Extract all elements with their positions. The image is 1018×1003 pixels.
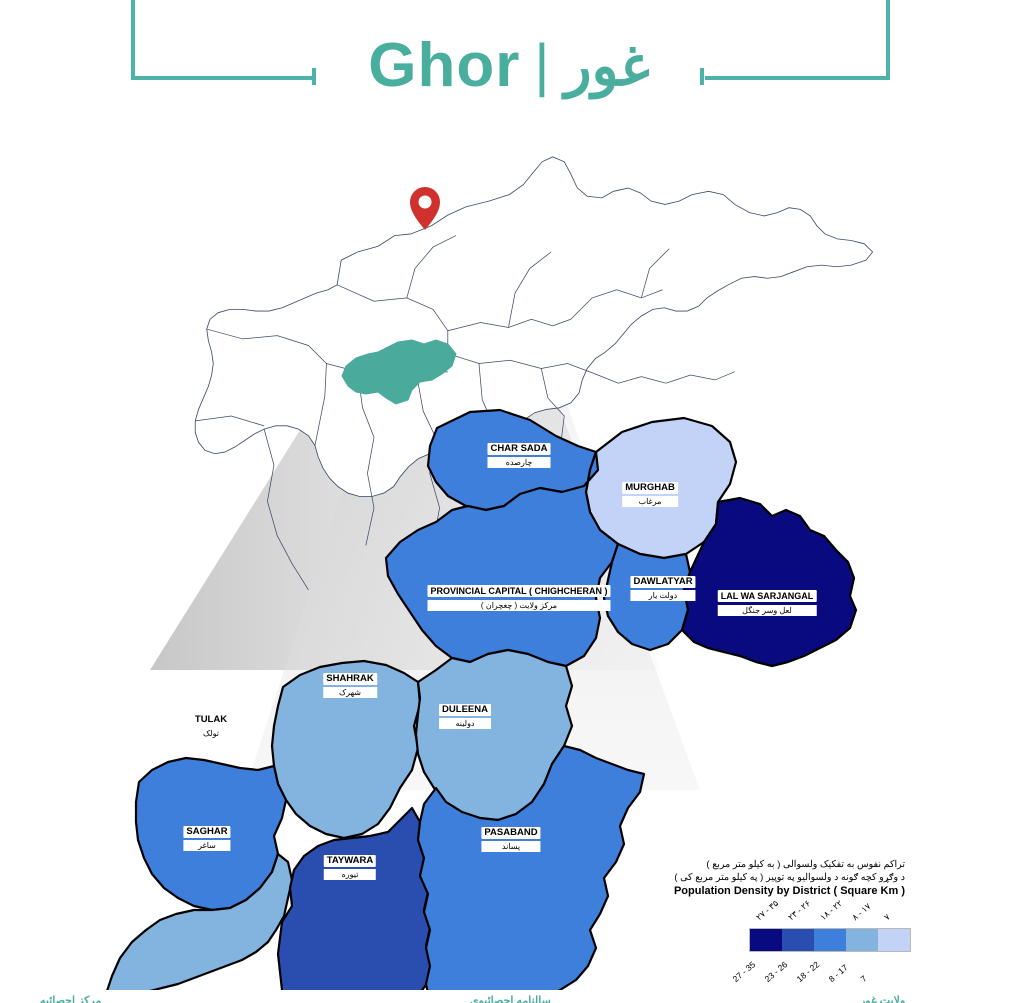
inset-province-lines (195, 235, 735, 591)
legend-title-dari: تراکم نفوس به تفکیک ولسوالی ( به کیلو مت… (706, 859, 905, 870)
legend-title-english: Population Density by District ( Square … (673, 885, 905, 897)
bracket-left-tick (312, 68, 316, 85)
legend-tick-en-3: 18 - 22 (794, 959, 822, 984)
legend-tick-dari-4: ۸ - ۱۷ (849, 900, 873, 923)
district-saghar[interactable] (106, 852, 294, 990)
page-title: Ghor | غور (0, 22, 1018, 106)
inset-country-outline (194, 156, 874, 497)
district-polygons (106, 408, 858, 990)
bracket-right-vertical (886, 0, 890, 80)
legend-color-bar (749, 928, 911, 952)
bracket-right-horizontal (705, 76, 890, 80)
header-bracket-left (131, 0, 321, 85)
footer-item-3: ولایت غور (860, 995, 906, 1003)
map-svg (106, 156, 874, 990)
legend-tick-dari-1: ۲۷ - ۳۵ (753, 897, 781, 923)
location-pin-icon (410, 187, 440, 230)
legend-heading: تراکم نفوس به تفکیک ولسوالی ( به کیلو مت… (660, 858, 905, 898)
legend-swatch-2[interactable] (782, 929, 814, 951)
legend-swatch-1[interactable] (750, 929, 782, 951)
legend-tick-dari-3: ۱۸ - ۲۲ (817, 897, 845, 923)
page-title-english: Ghor (368, 30, 521, 100)
map-legend: تراکم نفوس به تفکیک ولسوالی ( به کیلو مت… (660, 858, 1010, 998)
header-bracket-right (700, 0, 890, 85)
legend-title-pashto: د وګړو کچه ګونه د ولسوالیو په توپیر ( په… (674, 872, 905, 883)
district-lal-wa-sarjangal[interactable] (680, 496, 858, 668)
bracket-right-tick (700, 68, 704, 85)
page-title-separator: | (534, 32, 551, 98)
bracket-left-vertical (131, 0, 135, 80)
page-header: Ghor | غور (0, 0, 1018, 120)
footer-item-2: سالنامه احصائیوی (470, 995, 551, 1003)
legend-swatch-4[interactable] (846, 929, 878, 951)
bracket-left-horizontal (131, 76, 316, 80)
district-shahrak[interactable] (270, 659, 422, 840)
legend-tick-en-4: 8 - 17 (826, 962, 850, 984)
legend-tick-dari-2: ۲۳ - ۲۶ (785, 897, 813, 923)
legend-tick-en-1: 27 - 35 (730, 959, 758, 984)
footer-item-1: مرکز احصائیه (40, 995, 102, 1003)
page-title-dari: غور (564, 33, 650, 97)
district-pasaband[interactable] (416, 744, 646, 990)
page-footer: مرکز احصائیه سالنامه احصائیوی ولایت غور (0, 994, 1018, 1003)
inset-map-afghanistan (194, 156, 874, 591)
legend-swatch-3[interactable] (814, 929, 846, 951)
legend-tick-en-2: 23 - 26 (762, 959, 790, 984)
legend-tick-en-5: 7 (858, 973, 869, 984)
legend-ticks-dari: ۲۷ - ۳۵ ۲۳ - ۲۶ ۱۸ - ۲۲ ۸ - ۱۷ ۷ (749, 896, 919, 926)
legend-tick-dari-5: ۷ (881, 911, 892, 923)
legend-swatch-5[interactable] (878, 929, 910, 951)
legend-ticks-english: 27 - 35 23 - 26 18 - 22 8 - 17 7 (731, 952, 924, 986)
inset-highlight-ghor (341, 339, 457, 405)
